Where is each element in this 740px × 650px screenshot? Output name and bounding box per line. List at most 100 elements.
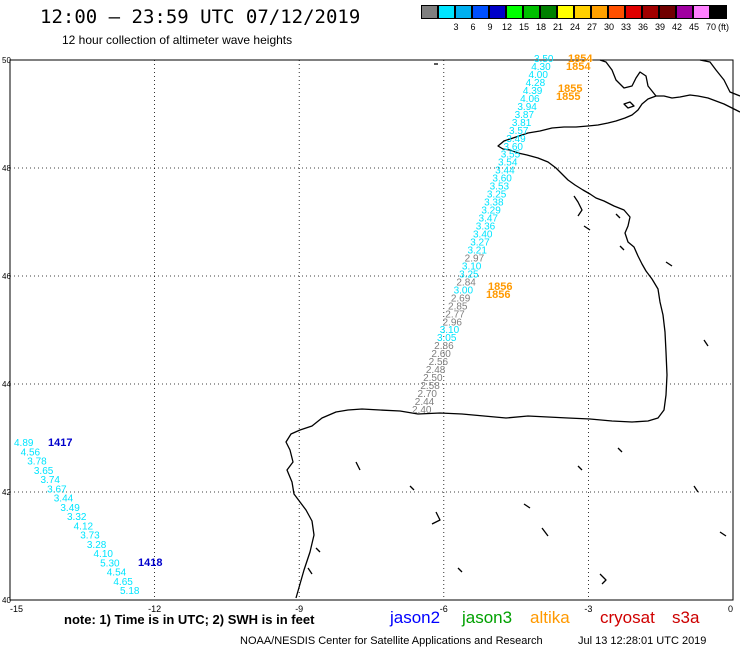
legend-swatch xyxy=(540,5,557,19)
legend-swatch xyxy=(506,5,523,19)
swh-value-east: 3.38 xyxy=(484,198,504,209)
swh-value-east: 2.86 xyxy=(434,341,454,352)
coastline xyxy=(285,59,740,599)
y-tick-label: 50 xyxy=(2,56,11,65)
swh-value-east: 2.50 xyxy=(423,373,443,384)
swh-value-east: 3.25 xyxy=(487,190,507,201)
units-note: note: 1) Time is in UTC; 2) SWH is in fe… xyxy=(64,612,315,627)
swh-value-east: 3.60 xyxy=(504,142,524,153)
swh-value-east: 2.40 xyxy=(412,405,432,416)
legend-label: 36 xyxy=(637,22,648,32)
swh-value-east: 2.96 xyxy=(443,317,463,328)
swh-value-east: 4.28 xyxy=(526,78,546,89)
legend-label: 18 xyxy=(535,22,546,32)
time-label: 1856 xyxy=(488,281,512,293)
swh-value-east: 3.36 xyxy=(476,222,496,233)
swh-value-east: 2.44 xyxy=(415,397,435,408)
swh-value-west: 4.10 xyxy=(94,549,114,560)
swh-value-west: 4.12 xyxy=(74,521,94,532)
legend-label: 9 xyxy=(487,22,493,32)
swh-value-east: 3.54 xyxy=(498,158,518,169)
satellite-s3a: s3a xyxy=(672,608,700,627)
legend-label: 39 xyxy=(654,22,665,32)
legend-swatch xyxy=(574,5,591,19)
swh-value-west: 3.78 xyxy=(27,457,47,468)
map-title: 12:00 – 23:59 UTC 07/12/2019 xyxy=(40,6,361,28)
time-label: 1854 xyxy=(566,61,591,73)
swh-value-east: 2.56 xyxy=(429,357,449,368)
swh-value-west: 3.67 xyxy=(47,484,67,495)
legend-swatch xyxy=(523,5,540,19)
swh-value-east: 3.27 xyxy=(470,237,490,248)
swh-value-east: 3.87 xyxy=(515,110,535,121)
swh-value-east: 3.49 xyxy=(506,134,526,145)
legend-swatch xyxy=(591,5,608,19)
swh-value-east: 4.30 xyxy=(531,62,551,73)
axis-labels: -15 -12 -9 -6 -3 0 50 48 46 44 42 40 xyxy=(2,56,733,614)
x-tick-label: -9 xyxy=(295,604,303,614)
swh-value-east: 3.44 xyxy=(495,166,515,177)
x-tick-label: -3 xyxy=(584,604,592,614)
swh-value-west: 5.30 xyxy=(100,558,120,569)
swh-value-east: 4.00 xyxy=(528,70,548,81)
swh-value-east: 3.29 xyxy=(481,206,501,217)
swh-value-east: 3.47 xyxy=(479,214,499,225)
legend-label: 6 xyxy=(470,22,476,32)
legend-swatch xyxy=(625,5,642,19)
legend-swatch xyxy=(421,5,438,19)
timestamp: Jul 13 12:28:01 UTC 2019 xyxy=(578,635,707,647)
swh-value-west: 3.74 xyxy=(41,475,61,486)
legend-label: 21 xyxy=(552,22,563,32)
swh-value-west: 3.28 xyxy=(87,540,107,551)
legend-unit: (ft) xyxy=(718,22,729,32)
legend-swatch xyxy=(659,5,676,19)
satellite-jason3: jason3 xyxy=(462,608,513,627)
y-tick-label: 48 xyxy=(2,164,11,173)
swh-value-east: 2.69 xyxy=(451,293,471,304)
legend-label: 24 xyxy=(569,22,580,32)
swh-value-east: 2.58 xyxy=(420,381,440,392)
time-label: 1855 xyxy=(556,91,580,103)
satellite-cryosat: cryosat xyxy=(600,608,655,627)
legend-label: 42 xyxy=(671,22,682,32)
swh-value-west: 4.89 xyxy=(14,438,34,449)
swh-value-east: 3.21 xyxy=(467,245,487,256)
legend-swatch xyxy=(642,5,659,19)
swh-value-east: 3.94 xyxy=(517,102,537,113)
legend-label: 33 xyxy=(620,22,631,32)
legend-swatch xyxy=(455,5,472,19)
swh-value-east: 4.06 xyxy=(520,94,540,105)
swh-value-west: 3.32 xyxy=(67,512,87,523)
swh-value-east: 2.84 xyxy=(456,277,476,288)
legend-swatch xyxy=(676,5,693,19)
time-label: 1856 xyxy=(486,289,510,301)
swh-value-east: 2.85 xyxy=(448,301,468,312)
legend-label: 30 xyxy=(603,22,614,32)
x-tick-label: -6 xyxy=(440,604,448,614)
satellite-jason2: jason2 xyxy=(390,608,441,627)
swh-value-east: 2.77 xyxy=(445,309,465,320)
swh-value-east: 3.81 xyxy=(512,118,532,129)
swh-value-west: 3.44 xyxy=(54,494,74,505)
swh-value-east: 3.10 xyxy=(462,261,482,272)
y-tick-label: 44 xyxy=(2,380,11,389)
legend-label: 45 xyxy=(688,22,699,32)
swh-value-east: 3.60 xyxy=(492,174,512,185)
legend-swatch xyxy=(557,5,574,19)
swh-value-west: 3.49 xyxy=(60,503,80,514)
swh-value-west: 4.65 xyxy=(113,577,133,588)
swh-value-west: 4.54 xyxy=(107,568,127,579)
map-subtitle: 12 hour collection of altimeter wave hei… xyxy=(62,33,293,47)
swh-value-east: 2.48 xyxy=(426,365,446,376)
swh-value-west: 5.18 xyxy=(120,586,140,597)
legend-swatch xyxy=(472,5,489,19)
time-label: 1418 xyxy=(138,557,162,569)
legend-swatch xyxy=(489,5,506,19)
map-frame xyxy=(9,59,734,601)
swh-value-east: 4.39 xyxy=(523,86,543,97)
swh-value-east: 2.70 xyxy=(418,389,438,400)
swh-value-east: 2.60 xyxy=(431,349,451,360)
swh-value-east: 3.25 xyxy=(459,269,479,280)
legend-label: 70 xyxy=(705,22,716,32)
